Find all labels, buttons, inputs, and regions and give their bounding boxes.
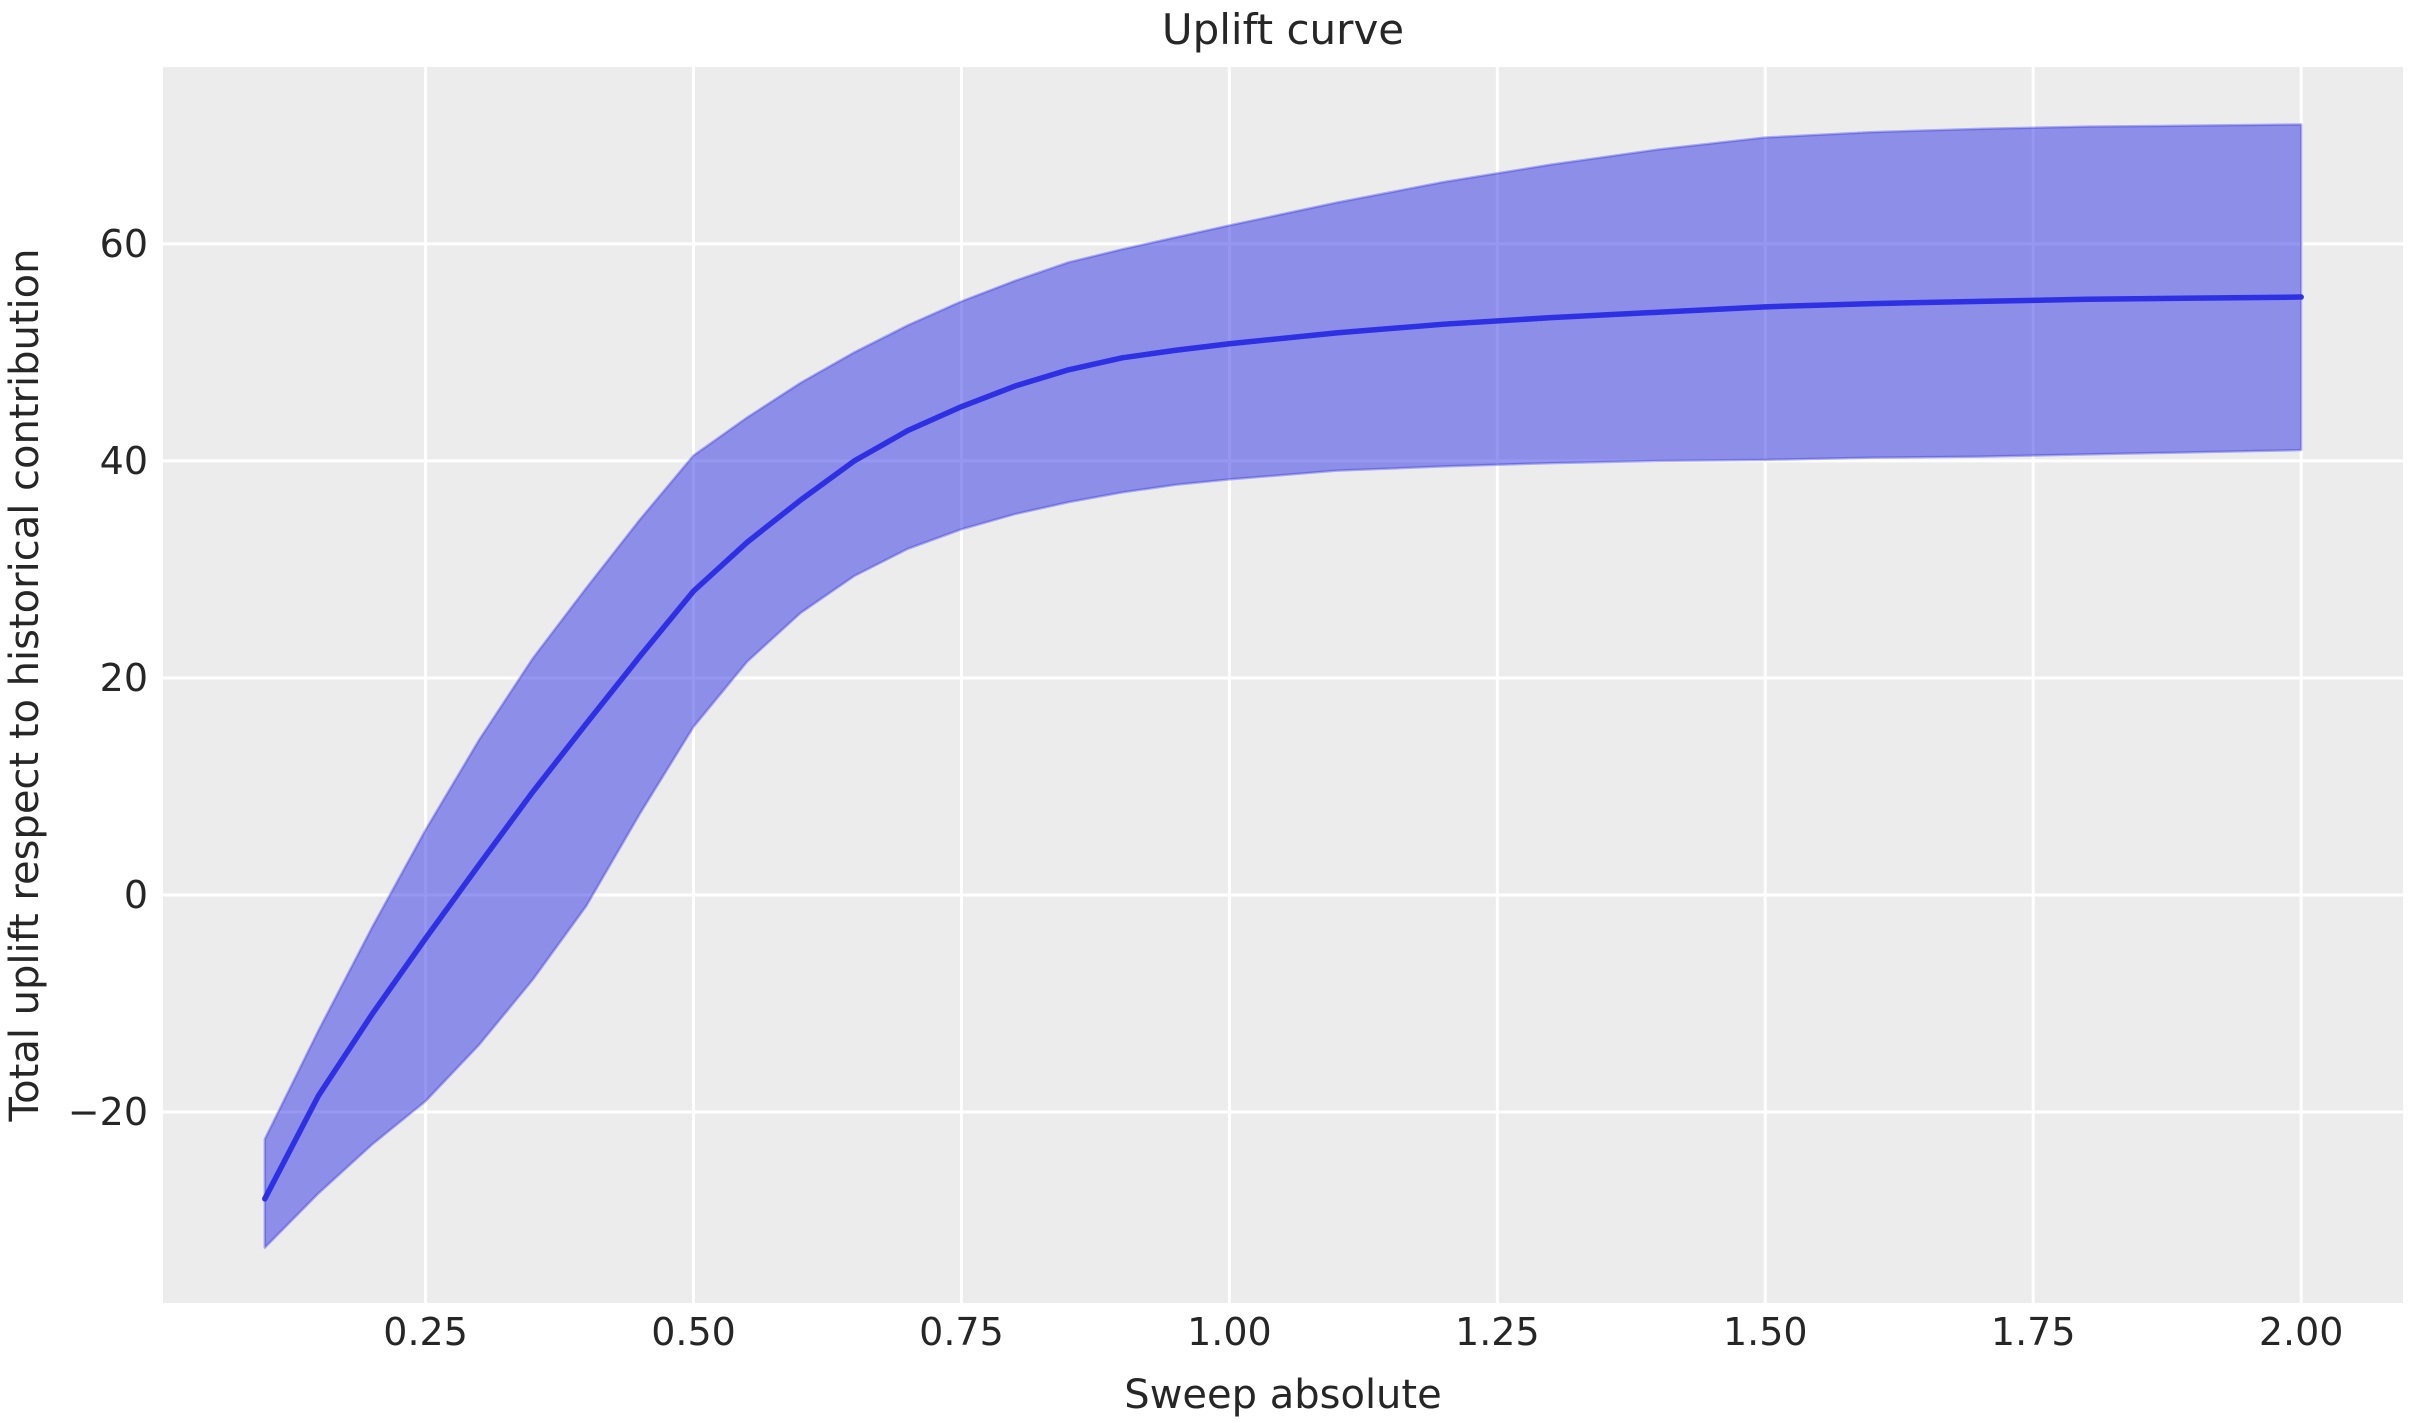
y-tick-label: 40 <box>100 439 148 483</box>
x-axis-label: Sweep absolute <box>1124 1372 1441 1418</box>
y-tick-label: 20 <box>100 656 148 700</box>
x-tick-label: 0.50 <box>651 1310 736 1354</box>
x-tick-label: 0.75 <box>919 1310 1004 1354</box>
uplift-mean-line <box>262 294 2304 1202</box>
x-tick-label: 1.00 <box>1187 1310 1272 1354</box>
x-tick-label: 1.25 <box>1455 1310 1540 1354</box>
y-tick-label: 0 <box>124 873 148 917</box>
data-layer <box>262 123 2304 1249</box>
y-axis-label: Total uplift respect to historical contr… <box>2 249 48 1123</box>
x-tick-label: 1.50 <box>1723 1310 1808 1354</box>
x-tick-label: 1.75 <box>1991 1310 2076 1354</box>
y-tick-label: −20 <box>68 1090 148 1134</box>
x-tick-label: 0.25 <box>383 1310 468 1354</box>
x-tick-label: 2.00 <box>2259 1310 2344 1354</box>
confidence-band <box>263 123 2303 1249</box>
y-tick-label: 60 <box>100 222 148 266</box>
tick-layer: 0.25 0.50 0.75 1.00 1.25 1.50 1.75 2.00 −20 0 20 40… <box>68 222 2344 1354</box>
chart-title: Uplift curve <box>1162 5 1404 54</box>
